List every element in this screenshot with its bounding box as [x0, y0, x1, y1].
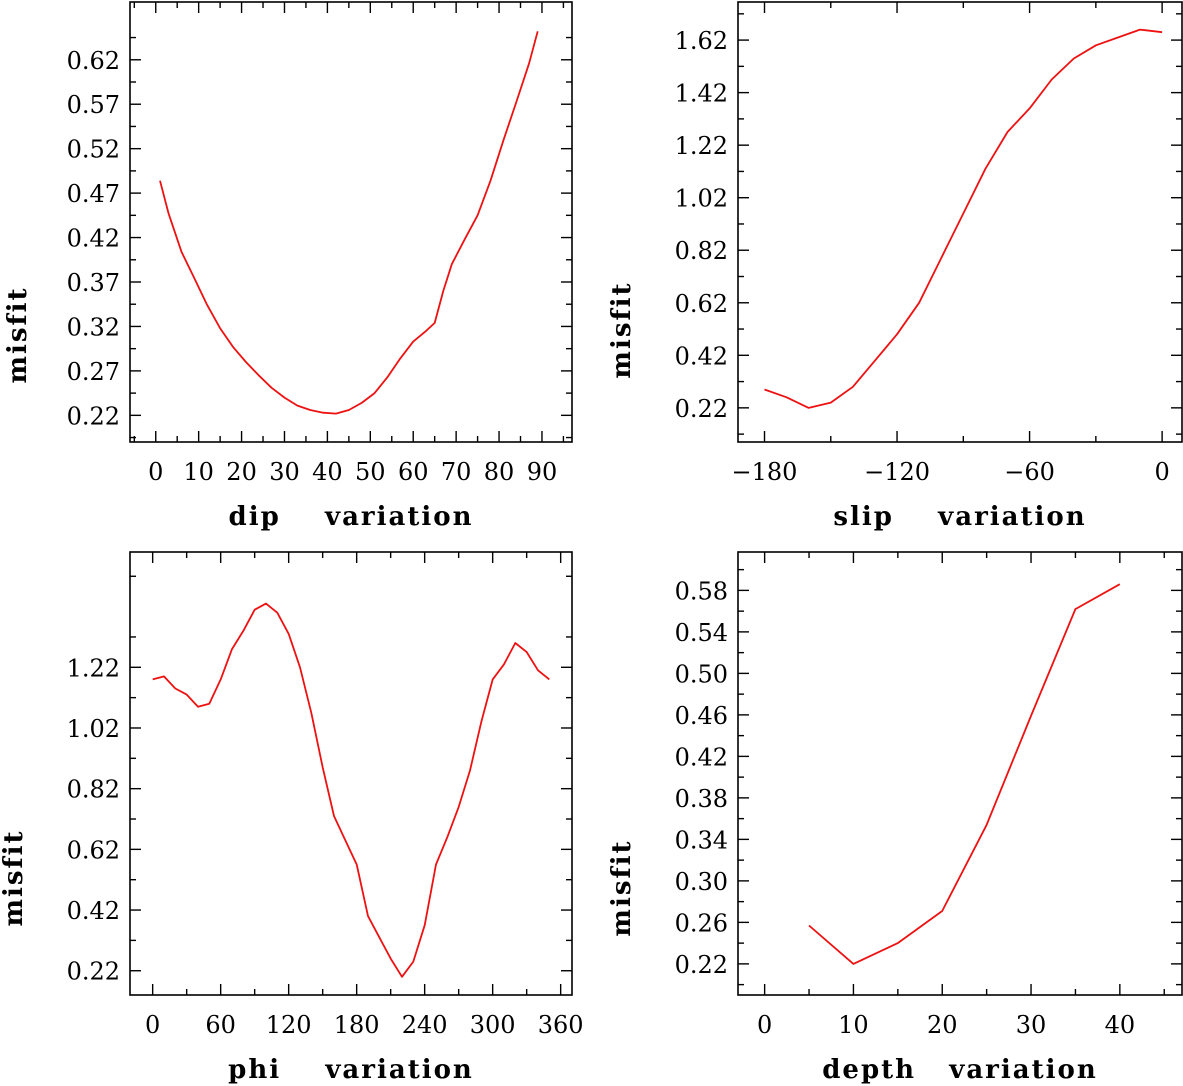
dip-plot-frame	[129, 1, 573, 443]
depth-x-tick-label: 30	[1016, 1011, 1047, 1039]
phi-plot-frame	[129, 551, 573, 996]
dip-x-tick-label: 10	[183, 458, 214, 486]
depth-y-axis-title: misfit	[607, 839, 637, 936]
dip-y-tick-label: 0.32	[67, 313, 120, 341]
depth-y-tick-label: 0.22	[675, 951, 728, 979]
slip-x-axis-title: slip variation	[833, 502, 1086, 532]
slip-y-tick-label: 0.62	[675, 290, 728, 318]
depth-y-tick-label: 0.42	[675, 743, 728, 771]
depth-x-tick-label: 10	[838, 1011, 869, 1039]
phi-x-tick-label: 360	[538, 1011, 584, 1039]
dip-y-tick-label: 0.22	[67, 402, 120, 430]
dip-x-tick-label: 50	[355, 458, 386, 486]
dip-y-tick-label: 0.42	[67, 225, 120, 253]
dip-y-tick-label: 0.57	[67, 91, 120, 119]
slip-y-tick-label: 0.82	[675, 237, 728, 265]
dip-x-tick-label: 30	[269, 458, 300, 486]
dip-x-tick-label: 70	[441, 458, 472, 486]
phi-x-tick-label: 120	[266, 1011, 312, 1039]
slip-y-tick-label: 1.42	[675, 80, 728, 108]
slip-plot-frame	[737, 1, 1183, 443]
dip-x-tick-label: 0	[148, 458, 163, 486]
phi-y-tick-label: 0.82	[67, 776, 120, 804]
dip-x-axis-title: dip variation	[229, 502, 474, 532]
phi-y-tick-label: 0.42	[67, 897, 120, 925]
phi-y-tick-label: 1.22	[67, 654, 120, 682]
dip-x-tick-label: 20	[226, 458, 257, 486]
dip-series-line	[159, 31, 539, 415]
dip-y-axis-title: misfit	[3, 286, 33, 383]
depth-x-axis-title: depth variation	[822, 1055, 1097, 1085]
depth-y-tick-label: 0.58	[675, 577, 728, 605]
dip-panel: 0 10 20 30 40 50 60 70 80 90 0.22 0.27 0.32 0.37 0.42 0…	[3, 1, 573, 532]
depth-x-tick-label: 20	[927, 1011, 958, 1039]
dip-x-tick-label: 60	[398, 458, 429, 486]
depth-y-tick-label: 0.30	[675, 868, 728, 896]
slip-x-tick-label: −180	[732, 458, 798, 486]
depth-x-tick-label: 0	[757, 1011, 772, 1039]
slip-y-tick-label: 1.02	[675, 185, 728, 213]
depth-x-tick-label: 40	[1105, 1011, 1136, 1039]
dip-y-tick-label: 0.52	[67, 136, 120, 164]
phi-x-axis-title: phi variation	[228, 1055, 474, 1085]
slip-y-tick-label: 1.62	[675, 27, 728, 55]
phi-y-tick-label: 1.02	[67, 715, 120, 743]
slip-y-tick-label: 0.22	[675, 395, 728, 423]
dip-x-tick-label: 80	[484, 458, 515, 486]
dip-y-tick-label: 0.62	[67, 47, 120, 75]
phi-x-tick-label: 240	[402, 1011, 448, 1039]
depth-y-tick-label: 0.54	[675, 619, 728, 647]
phi-x-tick-label: 180	[334, 1011, 380, 1039]
depth-y-tick-label: 0.38	[675, 785, 728, 813]
slip-x-tick-label: 0	[1154, 458, 1169, 486]
dip-x-tick-label: 40	[312, 458, 343, 486]
slip-x-tick-label: −120	[864, 458, 930, 486]
dip-y-tick-label: 0.37	[67, 269, 120, 297]
phi-y-tick-label: 0.62	[67, 836, 120, 864]
phi-series-line	[152, 602, 550, 978]
depth-series-line	[808, 583, 1121, 965]
depth-panel: 0 10 20 30 40 0.22 0.26 0.30 0.34 0.38 0.42 0.46 0.5…	[607, 551, 1183, 1085]
dip-y-tick-label: 0.27	[67, 358, 120, 386]
slip-x-tick-label: −60	[1004, 458, 1055, 486]
slip-panel: −180 −120 −60 0 0.22 0.42 0.62 0.82 1.02 1.22 1.42…	[607, 1, 1183, 532]
slip-y-axis-title: misfit	[607, 281, 637, 378]
depth-y-tick-label: 0.50	[675, 660, 728, 688]
phi-x-tick-label: 300	[470, 1011, 516, 1039]
depth-y-tick-label: 0.34	[675, 826, 728, 854]
phi-y-axis-title: misfit	[0, 829, 29, 926]
depth-y-tick-label: 0.46	[675, 702, 728, 730]
depth-y-tick-label: 0.26	[675, 909, 728, 937]
dip-y-tick-label: 0.47	[67, 180, 120, 208]
dip-x-tick-label: 90	[527, 458, 558, 486]
phi-x-tick-label: 60	[205, 1011, 236, 1039]
depth-plot-frame	[737, 551, 1183, 996]
slip-y-tick-label: 0.42	[675, 342, 728, 370]
phi-x-tick-label: 0	[145, 1011, 160, 1039]
slip-y-tick-label: 1.22	[675, 132, 728, 160]
phi-y-tick-label: 0.22	[67, 958, 120, 986]
phi-panel: 0 60 120 180 240 300 360 0.22 0.42 0.62 0.82 1.02 1.…	[0, 551, 584, 1085]
slip-series-line	[764, 28, 1163, 409]
